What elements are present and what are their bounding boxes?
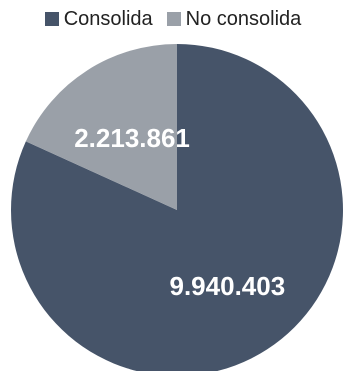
legend-swatch-no-consolida xyxy=(166,12,181,26)
legend-item-consolida: Consolida xyxy=(44,8,153,30)
chart-legend: Consolida No consolida xyxy=(0,8,346,30)
data-label-no-consolida: 2.213.861 xyxy=(74,123,190,153)
pie-slice-consolida xyxy=(11,44,343,371)
legend-item-no-consolida: No consolida xyxy=(166,8,302,30)
pie-data-labels: 9.940.403 2.213.861 xyxy=(74,123,285,301)
legend-swatch-consolida xyxy=(44,12,59,26)
pie-slices xyxy=(11,44,343,371)
legend-label-consolida: Consolida xyxy=(63,8,153,30)
legend-label-no-consolida: No consolida xyxy=(185,8,302,30)
data-label-consolida: 9.940.403 xyxy=(170,271,286,301)
pie-slice-no-consolida xyxy=(25,44,177,210)
